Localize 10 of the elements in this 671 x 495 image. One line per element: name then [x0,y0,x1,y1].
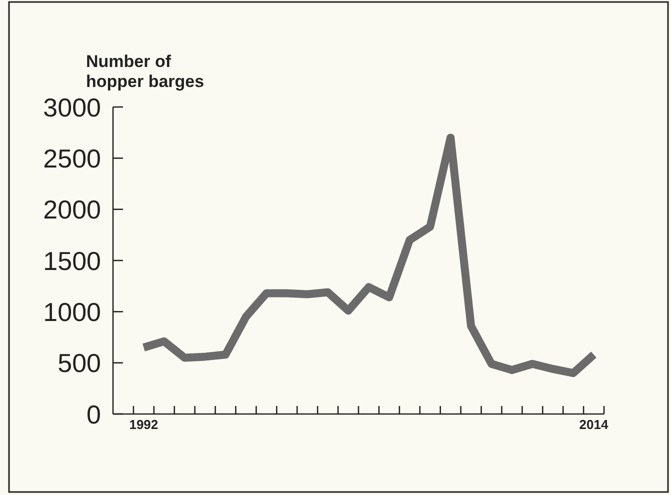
y-tick-label: 2500 [43,144,101,174]
y-tick-label: 1000 [43,297,101,328]
y-tick-label: 3000 [43,92,101,122]
x-tick-label: 1992 [129,417,158,432]
y-tick-label: 1500 [43,246,101,276]
y-tick-label: 0 [86,399,101,430]
y-tick-label: 500 [58,348,101,378]
y-tick-label: 2000 [43,194,101,225]
x-tick-label: 2014 [579,417,609,432]
y-axis-title: Number of hopper barges [86,52,204,91]
